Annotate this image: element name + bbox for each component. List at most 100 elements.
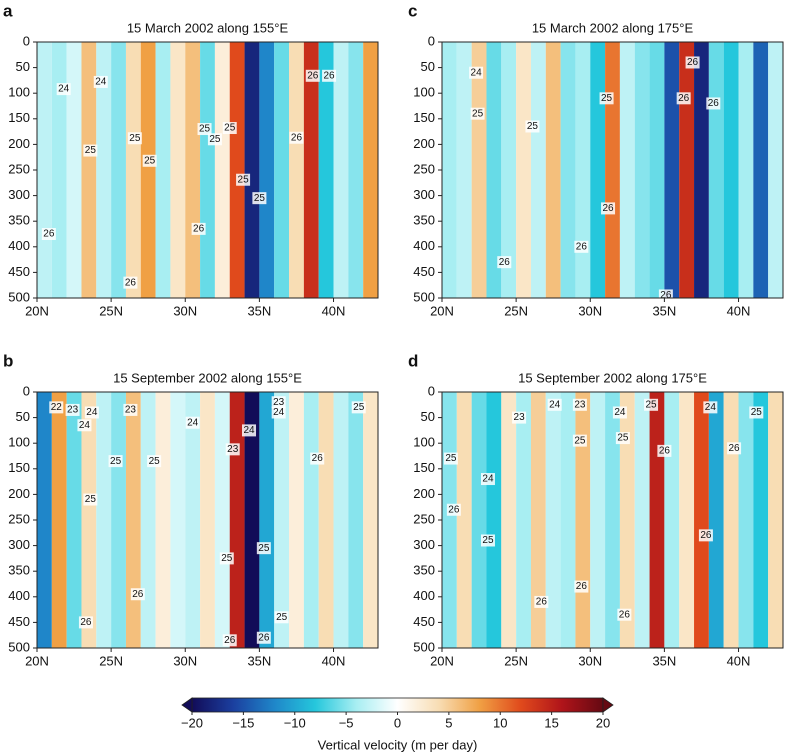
panel-letter: b: [3, 351, 13, 370]
y-tick-label: 400: [8, 238, 30, 253]
contour-label-bg: [83, 144, 98, 157]
velocity-stripe: [155, 42, 171, 298]
contour-label: 26: [659, 446, 671, 457]
x-tick-label: 30N: [578, 303, 602, 318]
velocity-stripe: [229, 392, 245, 648]
velocity-stripe: [679, 392, 695, 648]
y-tick-label: 300: [413, 537, 435, 552]
y-tick-label: 400: [413, 588, 435, 603]
y-tick-label: 300: [8, 187, 30, 202]
contour-label-bg: [676, 92, 691, 105]
contour-label: 25: [221, 553, 233, 564]
contour-label: 26: [660, 290, 672, 301]
contour-label: 24: [705, 402, 717, 413]
contour-label: 26: [258, 632, 270, 643]
colorbar-tick-label: 5: [445, 715, 452, 730]
contour-label-bg: [480, 473, 495, 486]
y-tick-label: 400: [413, 238, 435, 253]
velocity-stripe: [244, 42, 260, 298]
velocity-stripe: [738, 42, 754, 298]
contour-label-bg: [615, 432, 630, 445]
colorbar-tick-label: −20: [181, 715, 203, 730]
contour-label: 25: [445, 453, 457, 464]
colorbar-tick-label: −15: [232, 715, 254, 730]
contour-label: 24: [273, 407, 285, 418]
contour-label-bg: [480, 534, 495, 547]
x-tick-label: 30N: [578, 653, 602, 668]
contour-label: 25: [353, 402, 365, 413]
contour-label: 23: [273, 397, 285, 408]
contour-label-bg: [49, 401, 64, 414]
colorbar-tick-label: 10: [493, 715, 507, 730]
y-tick-label: 150: [8, 460, 30, 475]
contour-label-bg: [706, 97, 721, 110]
x-tick-label: 20N: [430, 653, 454, 668]
contour-label-bg: [446, 503, 461, 516]
velocity-stripe: [486, 392, 502, 648]
colorbar-tick-label: 20: [596, 715, 610, 730]
contour-label: 26: [307, 70, 319, 81]
contour-label-bg: [534, 595, 549, 608]
contour-label-bg: [685, 56, 700, 69]
panel-letter: c: [408, 1, 417, 20]
y-tick-label: 200: [413, 136, 435, 151]
contour-label-bg: [612, 406, 627, 419]
y-tick-label: 250: [413, 511, 435, 526]
contour-label: 24: [243, 425, 255, 436]
contour-label: 25: [751, 407, 763, 418]
contour-label-bg: [703, 401, 718, 414]
contour-label-bg: [108, 455, 123, 468]
contour-label: 25: [645, 399, 657, 410]
contour-label-bg: [256, 631, 271, 644]
velocity-stripe: [575, 42, 591, 298]
contour-label: 24: [549, 399, 561, 410]
x-tick-label: 25N: [99, 303, 123, 318]
velocity-stripe: [619, 42, 635, 298]
contour-label: 24: [471, 67, 483, 78]
contour-label: 23: [67, 405, 79, 416]
contour-label-bg: [572, 434, 587, 447]
x-tick-label: 20N: [25, 653, 49, 668]
contour-label-bg: [41, 228, 56, 240]
velocity-stripe: [333, 42, 349, 298]
velocity-stripe: [501, 42, 517, 298]
velocity-stripe: [214, 392, 230, 648]
velocity-stripe: [140, 42, 156, 298]
contour-label: 26: [700, 530, 712, 541]
colorbar-min-arrow: [181, 697, 193, 713]
contour-label: 25: [209, 134, 221, 145]
contour-label-bg: [219, 552, 234, 565]
y-tick-label: 250: [8, 511, 30, 526]
contour-label-bg: [271, 396, 286, 409]
velocity-stripe: [96, 42, 112, 298]
contour-label-bg: [698, 529, 713, 542]
velocity-stripe: [590, 42, 606, 298]
velocity-stripe: [471, 42, 487, 298]
velocity-stripe: [303, 392, 319, 648]
velocity-stripe: [96, 392, 112, 648]
contour-label: 25: [601, 93, 613, 104]
contour-label-bg: [123, 403, 138, 416]
velocity-stripe: [456, 392, 472, 648]
velocity-stripe: [664, 42, 680, 298]
velocity-stripe: [516, 392, 531, 648]
contour-label: 26: [602, 203, 614, 214]
contour-label-bg: [617, 608, 632, 621]
y-tick-label: 450: [413, 264, 435, 279]
velocity-stripe: [274, 42, 290, 298]
y-tick-label: 350: [8, 213, 30, 228]
contour-label-bg: [443, 452, 458, 465]
contour-label: 24: [614, 407, 626, 418]
contour-label: 26: [125, 277, 137, 288]
y-tick-label: 150: [8, 110, 30, 125]
x-tick-label: 35N: [247, 653, 271, 668]
x-tick-label: 40N: [322, 653, 346, 668]
velocity-stripe: [768, 42, 783, 298]
velocity-stripe: [708, 42, 724, 298]
y-tick-label: 150: [413, 110, 435, 125]
velocity-stripe: [456, 42, 472, 298]
contour-label-bg: [252, 192, 267, 205]
contour-label: 26: [687, 57, 699, 68]
colorbar-max-arrow: [602, 697, 614, 713]
y-tick-label: 500: [413, 289, 435, 304]
